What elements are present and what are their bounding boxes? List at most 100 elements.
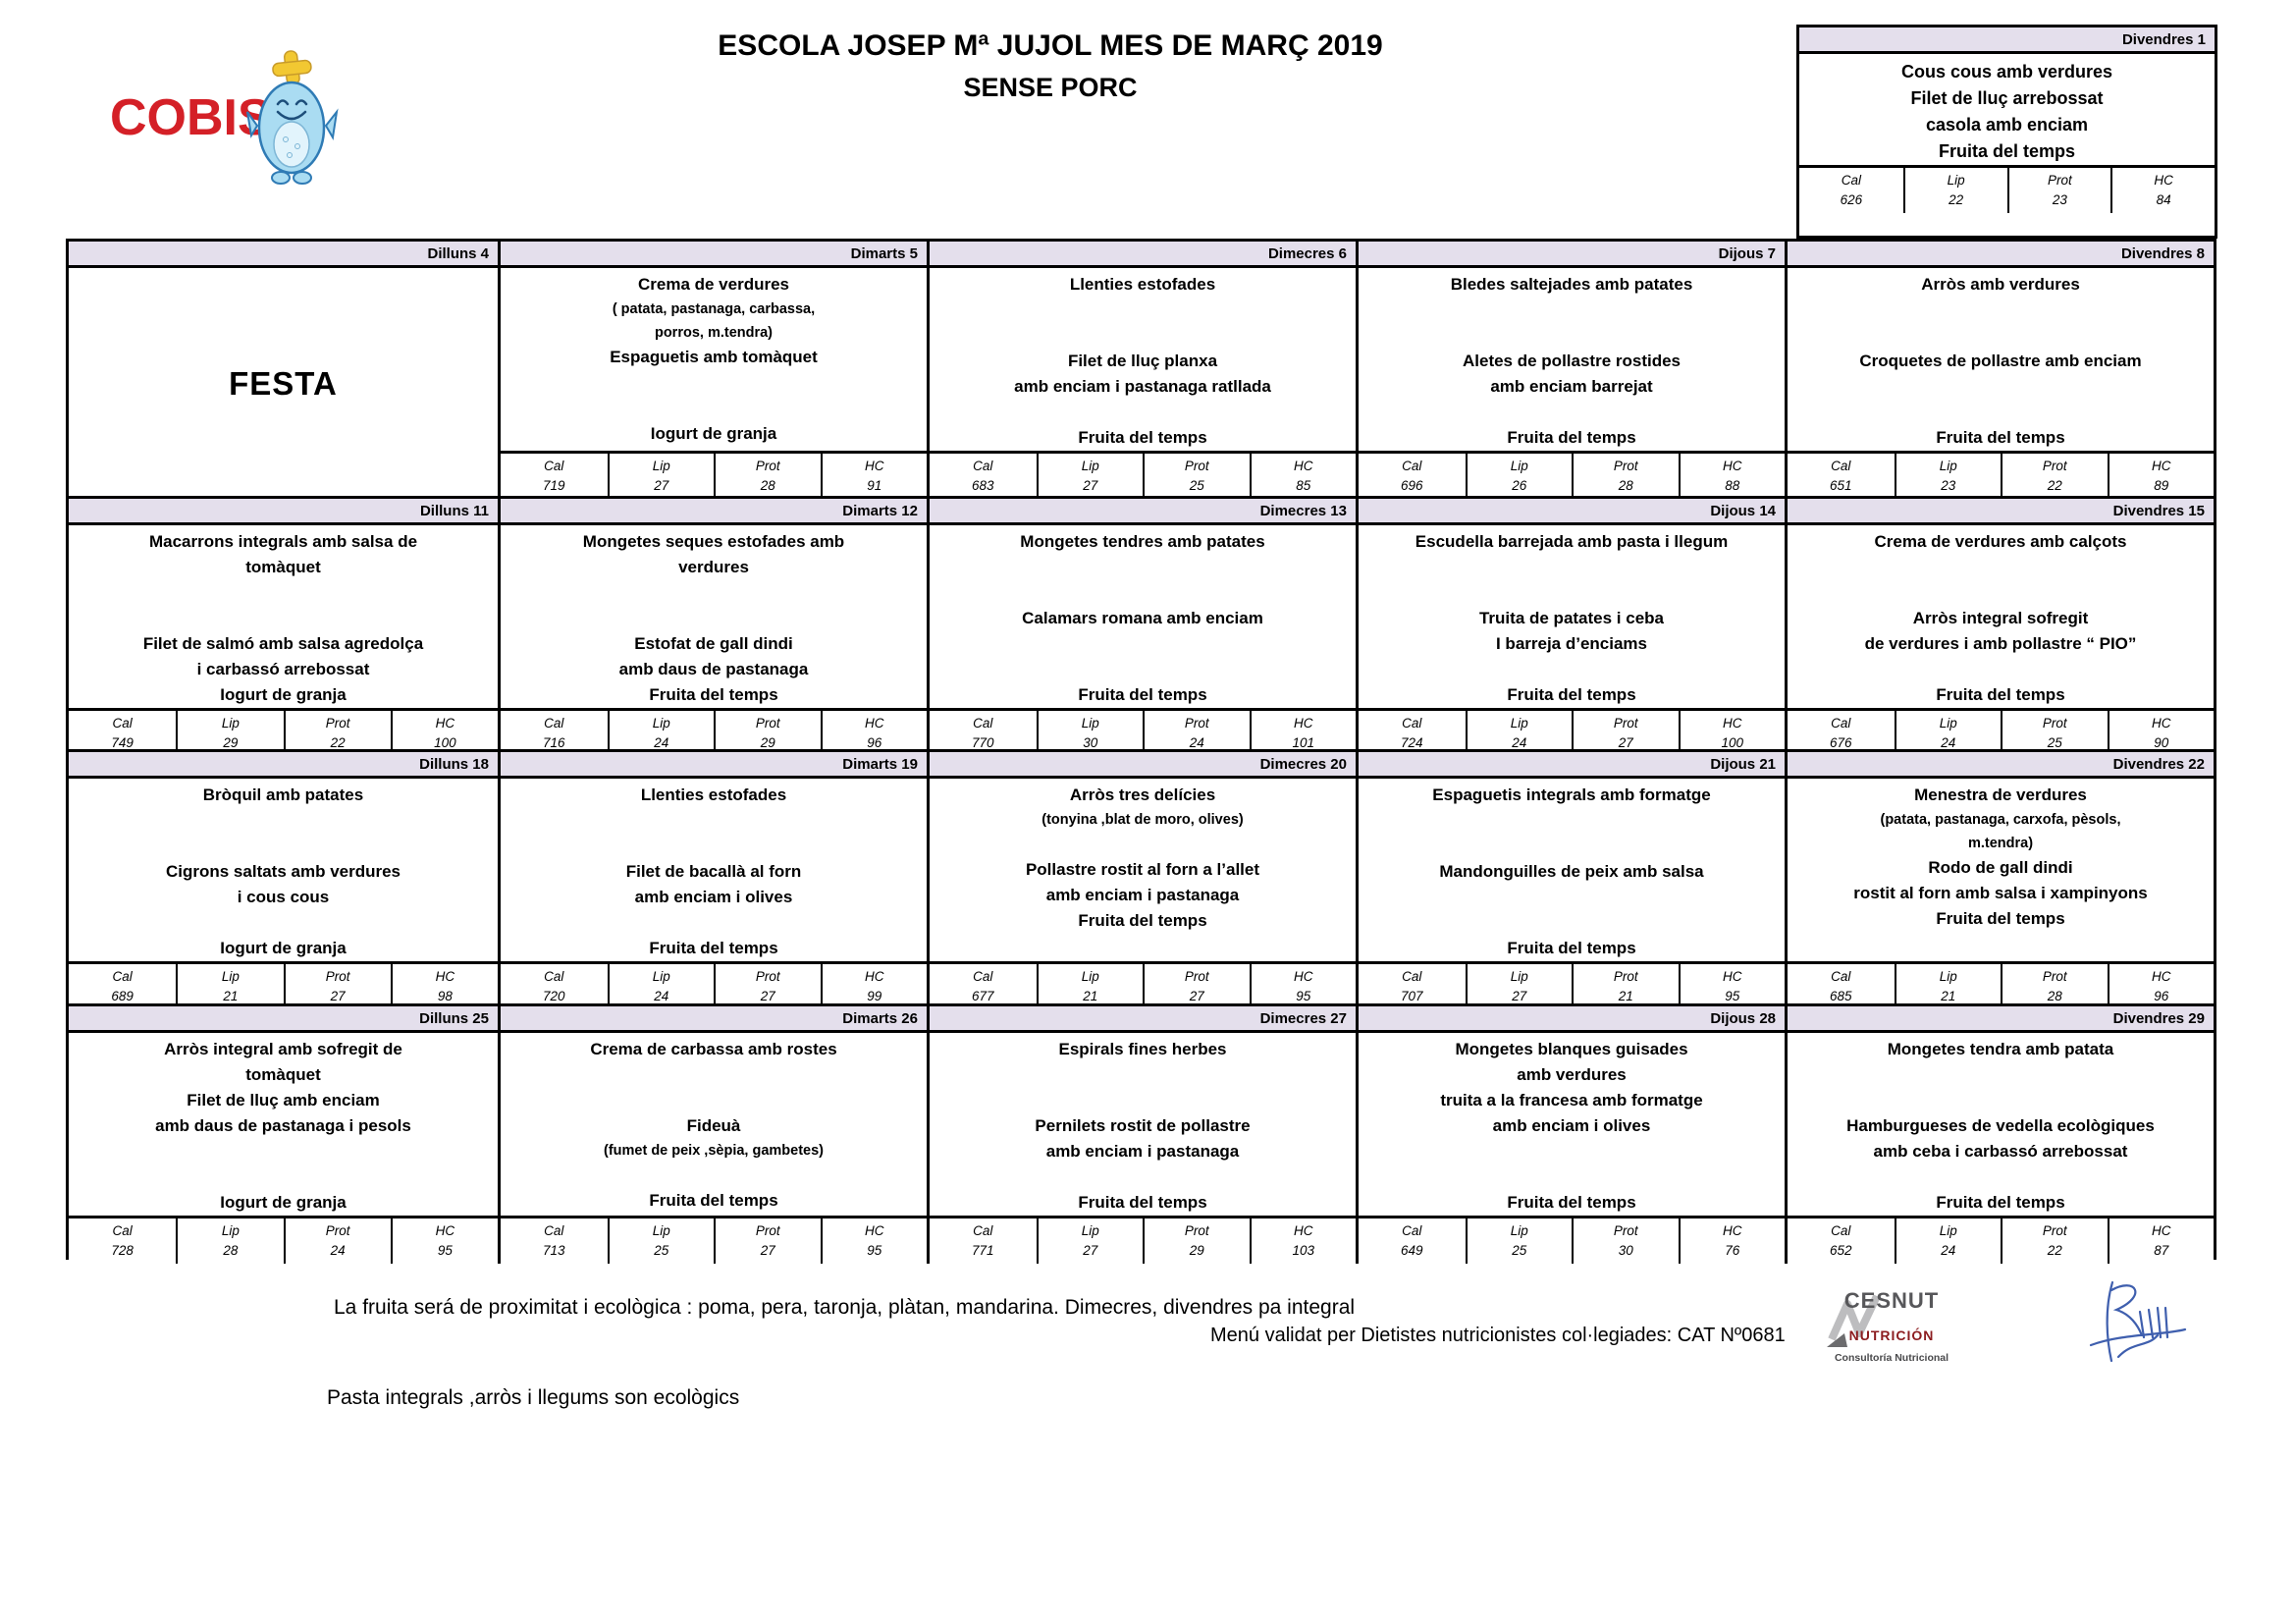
nutrition-cell: HC 95 [1678, 964, 1786, 1009]
nutrition-label: Lip [652, 715, 670, 731]
day-cell-dilluns-4: Dilluns 4 FESTA [69, 242, 498, 499]
menu-line: Fruita del temps [1078, 1192, 1207, 1212]
nutrition-cell: Lip 24 [1894, 710, 2002, 756]
menu-line: Fruita del temps [1078, 428, 1207, 447]
day-header: Dimecres 13 [930, 498, 1356, 525]
day-header: Divendres 8 [1788, 242, 2214, 268]
nutrition-value: 30 [1083, 734, 1098, 750]
nutrition-label: Lip [1510, 969, 1528, 984]
nutrition-value: 719 [542, 478, 565, 493]
menu-line: (fumet de peix ,sèpia, gambetes) [603, 1142, 824, 1159]
nutrition-cell: Cal 651 [1788, 454, 1895, 499]
nutrition-value: 27 [1189, 989, 1204, 1003]
menu-line [1999, 657, 2003, 682]
nutrition-value: 99 [867, 989, 882, 1003]
nutrition-value: 749 [111, 734, 133, 750]
nutrition-value: 685 [1829, 989, 1852, 1003]
menu-line: truita a la francesa amb formatge [1440, 1090, 1703, 1110]
nutrition-label: HC [2152, 459, 2171, 473]
menu-line: (patata, pastanaga, carxofa, pèsols, [1880, 812, 2121, 828]
day-menu: Bledes saltejades amb patates Aletes de … [1359, 268, 1785, 451]
nutrition-cell: Cal 716 [501, 711, 608, 756]
nutrition-cell: HC 100 [390, 710, 498, 756]
menu-line: verdures [678, 557, 749, 576]
menu-line: amb verdures [1517, 1064, 1627, 1084]
nutrition-label: HC [865, 715, 884, 731]
menu-line [712, 1163, 717, 1188]
nutrition-value: 652 [1829, 1242, 1852, 1258]
nutrition-label: HC [435, 715, 455, 731]
menu-line: Arròs tres delícies [1069, 785, 1216, 804]
day-header: Dimarts 26 [501, 1005, 927, 1033]
day-header: Dimecres 20 [930, 752, 1356, 779]
menu-line [1141, 298, 1146, 323]
nutrition-cell: Prot 28 [2001, 964, 2108, 1009]
nutrition-value: 25 [654, 1242, 669, 1258]
menu-line: casola amb enciam [1925, 115, 2089, 135]
menu-line: Fruita del temps [1078, 684, 1207, 704]
day-menu: Arròs amb verdures Croquetes de pollastr… [1788, 268, 2214, 451]
nutrition-value: 29 [223, 734, 239, 750]
week-row: Dilluns 4 FESTA Dimarts 5 Crema de verdures… [69, 242, 2214, 499]
nutrition-row: Cal 719 Lip 27 Prot 28 HC 91 [501, 451, 927, 499]
menu-line [1570, 555, 1575, 580]
day-cell-divendres-15: Divendres 15 Crema de verdures amb calçot… [1785, 498, 2214, 756]
menu-line: Cigrons saltats amb verdures [165, 862, 401, 881]
week-row: Dilluns 25 Arròs integral amb sofregit de… [69, 1002, 2214, 1264]
day-cell-dimecres-13: Dimecres 13 Mongetes tendres amb patates … [927, 498, 1356, 756]
nutrition-cell: Lip 25 [607, 1218, 715, 1264]
cesnut-swoosh-icon [1827, 1294, 1881, 1347]
nutrition-value: 95 [867, 1242, 882, 1258]
nutrition-cell: Cal 719 [501, 454, 608, 499]
nutrition-row: Cal 770 Lip 30 Prot 24 HC 101 [930, 707, 1356, 756]
nutrition-label: HC [1294, 1222, 1313, 1238]
day-header: Dijous 14 [1359, 498, 1785, 525]
nutrition-cell: Lip 24 [1465, 710, 1573, 756]
nutrition-label: Cal [973, 715, 993, 731]
menu-line: Iogurt de granja [650, 424, 777, 443]
nutrition-label: Prot [2047, 173, 2072, 188]
menu-line: Filet de salmó amb salsa agredolça [142, 633, 424, 653]
nutrition-label: Lip [1939, 459, 1957, 473]
menu-line [1141, 1088, 1146, 1113]
menu-line: Filet de lluç planxa [1067, 352, 1218, 370]
page-title: ESCOLA JOSEP Mª JUJOL MES DE MARÇ 2019 S… [510, 29, 1590, 103]
nutrition-label: Cal [1831, 969, 1851, 984]
nutrition-cell: Prot 28 [1572, 454, 1679, 499]
nutrition-value: 728 [111, 1242, 133, 1258]
day-menu: Mongetes tendres amb patates Calamars ro… [930, 525, 1356, 708]
nutrition-value: 27 [1083, 1242, 1098, 1258]
menu-line: Llenties estofades [640, 785, 787, 804]
nutrition-label: Prot [1184, 1222, 1209, 1238]
footer-fruit-note: La fruita será de proximitat i ecològica… [334, 1296, 1356, 1319]
nutrition-label: Prot [1613, 1222, 1638, 1238]
nutrition-value: 28 [760, 478, 775, 493]
menu-line: Pernilets rostit de pollastre [1035, 1115, 1251, 1135]
nutrition-cell: Prot 27 [714, 1218, 821, 1264]
nutrition-cell: Lip 29 [176, 710, 283, 756]
nutrition-cell: HC 84 [2110, 168, 2215, 213]
menu-line [1570, 400, 1575, 425]
nutrition-cell: Cal 696 [1359, 454, 1466, 499]
nutrition-label: Prot [2042, 715, 2067, 731]
title-line1: ESCOLA JOSEP Mª JUJOL MES DE MARÇ 2019 [718, 29, 1383, 62]
nutrition-value: 85 [1296, 478, 1311, 493]
menu-line: amb daus de pastanaga [618, 659, 809, 678]
menu-line [712, 606, 717, 631]
menu-line [281, 580, 286, 606]
menu-line [712, 834, 717, 859]
nutrition-cell: Cal 652 [1788, 1218, 1895, 1264]
menu-line [712, 396, 717, 421]
nutrition-row: Cal 652 Lip 24 Prot 22 HC 87 [1788, 1215, 2214, 1264]
nutrition-value: 651 [1829, 478, 1852, 493]
nutrition-cell: Prot 28 [714, 454, 821, 499]
menu-line [712, 910, 717, 936]
menu-line: Rodo de gall dindi [1928, 858, 2073, 877]
nutrition-value: 98 [437, 989, 453, 1003]
menu-line: amb ceba i carbassó arrebossat [1873, 1141, 2128, 1161]
nutrition-value: 716 [542, 734, 565, 750]
nutrition-value: 27 [760, 989, 775, 1003]
day-header: Dimarts 12 [501, 498, 927, 525]
menu-line: Fruita del temps [1507, 1192, 1636, 1212]
nutrition-cell: Prot 22 [283, 710, 391, 756]
